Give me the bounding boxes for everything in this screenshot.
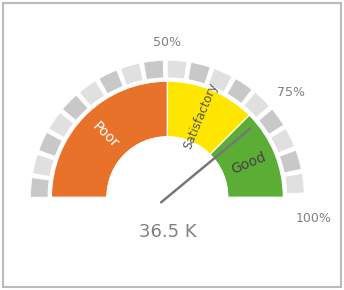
Wedge shape — [259, 109, 283, 134]
Text: 100%: 100% — [295, 212, 331, 225]
Wedge shape — [285, 173, 304, 193]
Wedge shape — [208, 69, 232, 92]
Wedge shape — [280, 151, 301, 173]
Wedge shape — [79, 81, 105, 106]
Wedge shape — [168, 81, 249, 155]
Wedge shape — [63, 95, 88, 120]
Text: 36.5 K: 36.5 K — [139, 223, 196, 241]
Wedge shape — [121, 63, 143, 85]
Wedge shape — [33, 155, 54, 176]
Wedge shape — [227, 79, 252, 103]
Text: 75%: 75% — [277, 86, 305, 99]
Wedge shape — [271, 129, 294, 153]
Text: 50%: 50% — [153, 36, 181, 49]
Wedge shape — [143, 60, 164, 79]
Wedge shape — [168, 60, 187, 79]
Wedge shape — [49, 113, 74, 137]
Wedge shape — [39, 133, 62, 156]
Circle shape — [107, 137, 228, 258]
Text: Poor: Poor — [89, 119, 121, 151]
Text: Good: Good — [229, 150, 268, 177]
Wedge shape — [31, 178, 49, 197]
Wedge shape — [244, 93, 269, 117]
Wedge shape — [210, 115, 283, 197]
Wedge shape — [99, 70, 123, 94]
Wedge shape — [52, 81, 168, 197]
Text: Satisfactory: Satisfactory — [182, 81, 221, 151]
Wedge shape — [188, 62, 210, 84]
